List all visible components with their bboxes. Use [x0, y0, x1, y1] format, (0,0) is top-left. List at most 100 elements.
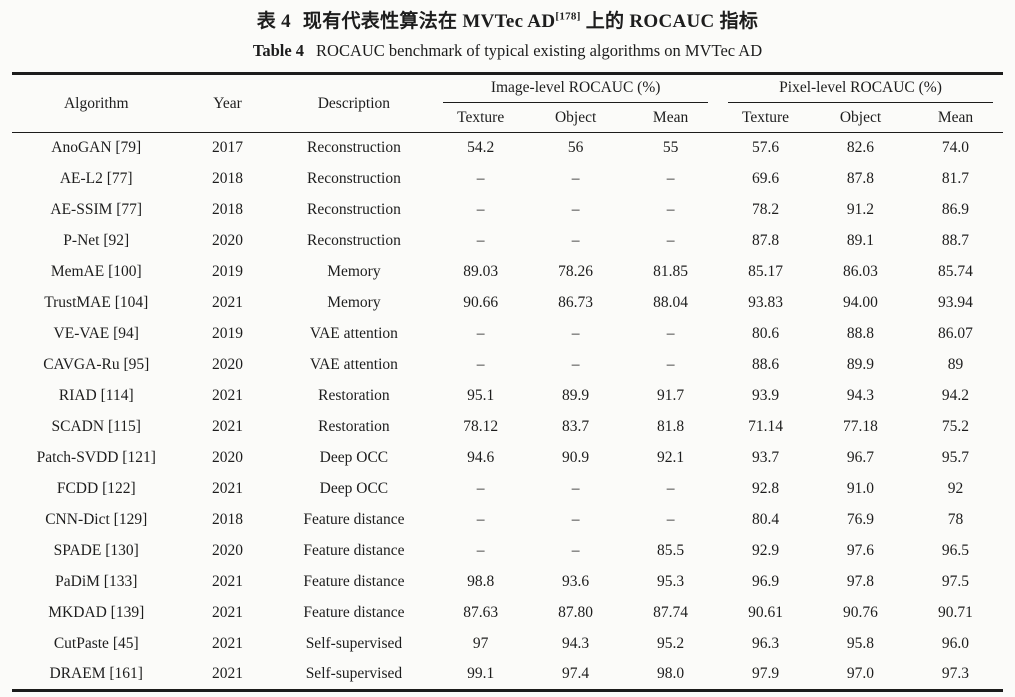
column-header-year: Year — [180, 73, 275, 133]
pixel-mean-cell: 81.7 — [941, 170, 970, 187]
image-texture-cell: 98.8 — [467, 573, 495, 590]
table-row: PaDiM [133] 2021 Feature distance 98.8 93.6 9… — [12, 567, 1003, 598]
pixel-texture-cell: 96.3 — [751, 635, 780, 652]
column-header-algorithm: Algorithm — [12, 73, 181, 133]
image-texture-cell: 54.2 — [467, 139, 495, 157]
image-texture-cell: – — [476, 542, 485, 559]
pixel-texture-cell: 78.2 — [751, 201, 780, 218]
pixel-object-cell: 89.1 — [846, 232, 875, 249]
image-texture-cell: – — [476, 511, 485, 528]
algorithm-cell: CutPaste [45] — [53, 635, 139, 652]
subcolumn-header-image-texture: Texture — [433, 104, 529, 133]
description-cell: Self-supervised — [305, 635, 403, 652]
algorithm-cell: TrustMAE [104] — [44, 294, 149, 311]
image-texture-cell: 97 — [472, 635, 489, 652]
year-cell: 2020 — [212, 542, 244, 559]
pixel-mean-cell: 93.94 — [938, 294, 973, 311]
column-header-description: Description — [274, 73, 434, 133]
image-mean-cell: 81.8 — [657, 418, 685, 435]
description-cell: VAE attention — [309, 325, 398, 342]
pixel-mean-cell: 96.5 — [941, 542, 970, 559]
table-row: DRAEM [161] 2021 Self-supervised 99.1 97.4 98… — [12, 660, 1003, 691]
description-cell: Feature distance — [303, 604, 405, 621]
year-cell: 2017 — [212, 139, 244, 157]
image-object-cell: 89.9 — [562, 387, 590, 404]
image-texture-cell: 94.6 — [467, 449, 495, 466]
rocauc-benchmark-table: Algorithm Year Description Image-level R… — [12, 72, 1003, 692]
algorithm-cell: FCDD [122] — [56, 480, 136, 497]
subcolumn-header-pixel-object: Object — [813, 104, 908, 133]
description-cell: Memory — [327, 294, 381, 311]
image-mean-cell: 91.7 — [657, 387, 685, 404]
table-row: CAVGA-Ru [95] 2020 VAE attention – – – 88.6 89.… — [12, 350, 1003, 381]
year-cell: 2021 — [212, 604, 244, 621]
image-object-cell: 83.7 — [562, 418, 590, 435]
pixel-mean-cell: 90.71 — [938, 604, 973, 621]
table-row: MemAE [100] 2019 Memory 89.03 78.26 81.85 85.1… — [12, 257, 1003, 288]
pixel-object-cell: 87.8 — [846, 170, 875, 187]
image-object-cell: 87.80 — [558, 604, 594, 621]
year-cell: 2021 — [212, 480, 244, 497]
description-cell: Self-supervised — [305, 665, 403, 683]
pixel-object-cell: 82.6 — [846, 139, 875, 157]
table-row: CutPaste [45] 2021 Self-supervised 97 94.3 95… — [12, 629, 1003, 660]
image-object-cell: 93.6 — [562, 573, 590, 590]
header-group-row: Algorithm Year Description Image-level R… — [12, 73, 1003, 133]
description-cell: Restoration — [318, 387, 390, 404]
pixel-mean-cell: 75.2 — [941, 418, 970, 435]
image-texture-cell: – — [476, 480, 485, 497]
algorithm-cell: AE-SSIM [77] — [50, 201, 143, 218]
algorithm-cell: Patch-SVDD [121] — [36, 449, 156, 466]
pixel-object-cell: 97.0 — [846, 665, 875, 683]
pixel-mean-cell: 97.5 — [941, 573, 970, 590]
pixel-texture-cell: 71.14 — [748, 418, 783, 435]
image-mean-cell: – — [666, 356, 675, 373]
description-cell: Reconstruction — [306, 201, 401, 218]
header-sub-row: Texture Object Mean Texture Object Mean — [12, 104, 1003, 133]
group-header-image-level-label: Image-level ROCAUC (%) — [443, 76, 709, 104]
image-mean-cell: – — [666, 232, 675, 249]
pixel-mean-cell: 95.7 — [941, 449, 970, 466]
image-texture-cell: – — [476, 356, 485, 373]
pixel-texture-cell: 87.8 — [751, 232, 780, 249]
algorithm-cell: AE-L2 [77] — [59, 170, 133, 187]
caption-text-zh-after-ref: 上的 ROCAUC 指标 — [580, 11, 759, 32]
pixel-object-cell: 86.03 — [843, 263, 878, 280]
image-texture-cell: – — [476, 325, 485, 342]
pixel-object-cell: 76.9 — [846, 511, 875, 528]
pixel-mean-cell: 74.0 — [941, 139, 970, 157]
image-texture-cell: – — [476, 170, 485, 187]
description-cell: Reconstruction — [306, 139, 401, 157]
algorithm-cell: CNN-Dict [129] — [45, 511, 148, 528]
image-texture-cell: 95.1 — [467, 387, 495, 404]
year-cell: 2018 — [212, 201, 244, 218]
pixel-mean-cell: 94.2 — [941, 387, 970, 404]
table-row: AnoGAN [79] 2017 Reconstruction 54.2 56 55 57.… — [12, 133, 1003, 164]
subcolumn-header-image-mean: Mean — [623, 104, 719, 133]
pixel-texture-cell: 90.61 — [748, 604, 783, 621]
pixel-texture-cell: 92.8 — [751, 480, 780, 497]
group-header-image-level: Image-level ROCAUC (%) — [433, 74, 718, 105]
description-cell: Deep OCC — [319, 480, 389, 497]
pixel-texture-cell: 96.9 — [751, 573, 780, 590]
table-row: CNN-Dict [129] 2018 Feature distance – – – 80.… — [12, 505, 1003, 536]
caption-text-zh-before-ref: 现有代表性算法在 MVTec AD — [302, 11, 556, 32]
caption-text-en: ROCAUC benchmark of typical existing alg… — [316, 41, 763, 60]
pixel-texture-cell: 57.6 — [751, 139, 780, 157]
pixel-object-cell: 94.00 — [843, 294, 878, 311]
image-mean-cell: 92.1 — [657, 449, 685, 466]
table-row: FCDD [122] 2021 Deep OCC – – – 92.8 91.0 92 — [12, 474, 1003, 505]
description-cell: VAE attention — [309, 356, 398, 373]
pixel-texture-cell: 85.17 — [748, 263, 783, 280]
year-cell: 2020 — [212, 232, 244, 249]
algorithm-cell: MemAE [100] — [50, 263, 142, 280]
pixel-mean-cell: 97.3 — [941, 665, 970, 683]
pixel-object-cell: 94.3 — [846, 387, 875, 404]
pixel-mean-cell: 96.0 — [941, 635, 970, 652]
pixel-mean-cell: 92 — [947, 480, 964, 497]
image-mean-cell: – — [666, 170, 675, 187]
table-row: AE-L2 [77] 2018 Reconstruction – – – 69.6 87.8 8… — [12, 164, 1003, 195]
pixel-object-cell: 88.8 — [846, 325, 875, 342]
pixel-texture-cell: 80.4 — [751, 511, 780, 528]
